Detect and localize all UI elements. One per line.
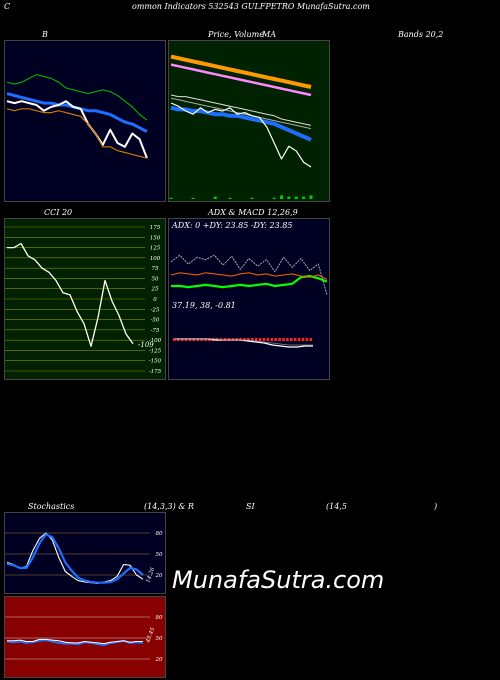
- stochastics-panel: 80 50 20 14.26: [4, 512, 166, 594]
- macd-histogram-bar: [309, 338, 313, 341]
- adx-values: ADX: 0 +DY: 23.85 -DY: 23.85: [172, 221, 293, 230]
- cci-tick-label: -75: [151, 328, 160, 334]
- bollinger-upper-line: [6, 73, 148, 121]
- rsi-tick-label: 50: [156, 636, 163, 642]
- rsi-last-value: 43.45: [145, 626, 157, 644]
- bollinger-chart: [6, 73, 148, 159]
- cci-title: CCI 20: [44, 208, 73, 217]
- cci-line: [7, 242, 134, 347]
- macd-histogram-bar: [251, 338, 254, 341]
- macd-histogram-bar: [247, 338, 250, 341]
- rsi-rsi2-line: [7, 638, 143, 645]
- brand-watermark: MunafaSutra.com: [172, 566, 385, 594]
- macd-histogram-bar: [305, 338, 309, 341]
- page-title: ommon Indicators 532543 GULFPETRO Munafa…: [132, 2, 370, 11]
- rsi-tick-label: 20: [155, 657, 163, 663]
- cci-tick-label: 100: [150, 256, 161, 262]
- volume-bar: [309, 195, 313, 199]
- stoch-d-line: [6, 533, 144, 584]
- price-ma_gray1-line: [170, 94, 312, 126]
- adx-minus_dy-line: [170, 272, 328, 280]
- bands-title: Bands 20,2: [398, 30, 444, 39]
- ma-title: MA: [262, 30, 276, 39]
- cci-tick-label: -100: [149, 338, 162, 344]
- cci-last-value: -109: [138, 341, 154, 349]
- stoch-title: Stochastics: [28, 502, 75, 511]
- adx-macd-panel: ADX: 0 +DY: 23.85 -DY: 23.85 37.19, 38, …: [168, 218, 330, 380]
- volume-bar: [228, 197, 232, 199]
- cci-tick-label: -25: [151, 307, 160, 313]
- price-ma-chart: [169, 54, 313, 199]
- stoch-tick-label: 20: [155, 573, 163, 579]
- volume-bar: [250, 197, 254, 199]
- c-letter: C: [4, 2, 11, 11]
- cci-chart: 175 150 125 100 75 50 25 0 -25 -50 -75 -100 -125 -150…: [5, 225, 162, 375]
- cci-tick-label: 50: [152, 276, 159, 282]
- volume-bar: [280, 195, 284, 199]
- cci-tick-label: -150: [149, 359, 162, 365]
- stoch-params: (14,3,3) & R: [144, 502, 194, 511]
- macd-histogram-bar: [243, 338, 246, 341]
- price-ma_orange-line: [170, 54, 312, 89]
- volume-bar: [302, 196, 306, 199]
- macd-histogram-bar: [270, 338, 274, 341]
- cci-tick-label: -175: [149, 369, 162, 375]
- bollinger-title: B: [42, 30, 48, 39]
- volume-bar: [272, 197, 276, 199]
- macd-histogram-bar: [262, 338, 266, 341]
- rsi-si: SI: [246, 502, 255, 511]
- macd-histogram-bar: [258, 338, 262, 341]
- macd-values: 37.19, 38, -0.81: [172, 301, 236, 310]
- volume-bar: [169, 197, 173, 199]
- bollinger-close-line: [6, 100, 148, 159]
- stoch-last-value: 14.26: [145, 566, 156, 583]
- rsi-panel: 80 50 20 43.45: [4, 596, 166, 678]
- macd-histogram-bar: [266, 338, 270, 341]
- macd-histogram-bar: [301, 338, 305, 341]
- cci-tick-label: 125: [150, 246, 161, 252]
- price-ma-panel: [168, 40, 330, 202]
- stoch-tick-label: 50: [156, 552, 163, 558]
- macd-histogram-bar: [278, 338, 281, 341]
- volume-bar: [287, 196, 291, 199]
- cci-tick-label: 150: [150, 235, 161, 241]
- rsi-params: (14,5: [326, 502, 347, 511]
- cci-tick-label: 0: [153, 297, 157, 303]
- bollinger-panel: [4, 40, 166, 202]
- cci-tick-label: 25: [151, 287, 159, 293]
- volume-bar: [294, 196, 298, 199]
- price-volume-title: Price, Volume: [208, 30, 264, 39]
- cci-tick-label: -50: [151, 318, 160, 324]
- adx-adx-line: [170, 254, 328, 295]
- macd-histogram-bar: [286, 338, 289, 341]
- stoch-k-line: [6, 532, 144, 584]
- macd-histogram-bar: [297, 338, 301, 341]
- macd-histogram-bar: [173, 338, 176, 341]
- volume-bar: [191, 197, 195, 199]
- rsi-tick-label: 80: [156, 615, 163, 621]
- adx-title: ADX & MACD 12,26,9: [208, 208, 298, 217]
- bollinger-ma-line: [6, 92, 148, 133]
- macd-histogram-bar: [293, 338, 297, 341]
- price-ma_blue-line: [170, 105, 312, 142]
- macd-histogram-bar: [282, 338, 285, 341]
- macd-histogram-bar: [290, 338, 293, 341]
- stoch-tick-label: 80: [156, 531, 163, 537]
- price-ma_pink-line: [170, 63, 312, 97]
- macd-signal-line: [175, 338, 313, 346]
- bollinger-lower-line: [6, 108, 148, 159]
- cci-tick-label: 175: [150, 225, 161, 231]
- cci-panel: 175 150 125 100 75 50 25 0 -25 -50 -75 -100 -125 -150…: [4, 218, 166, 380]
- macd-histogram-bar: [254, 338, 258, 341]
- volume-bar: [213, 196, 217, 199]
- cci-tick-label: 75: [152, 266, 159, 272]
- adx-plus_dy-line: [171, 274, 328, 289]
- cci-tick-label: -125: [149, 348, 162, 354]
- rsi-close: ): [434, 502, 438, 511]
- rsi-chart: 80 50 20 43.45: [5, 615, 163, 663]
- price-close-line: [170, 102, 312, 168]
- macd-histogram-bar: [274, 338, 277, 341]
- adx-macd-chart: [170, 254, 328, 348]
